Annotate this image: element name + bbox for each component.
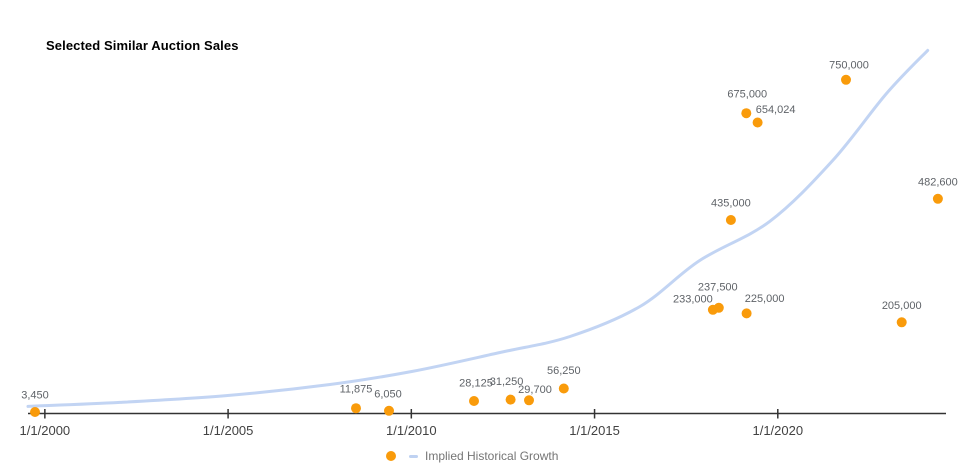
data-point[interactable] [741, 308, 752, 319]
growth-curve-line [26, 48, 930, 408]
growth-curve-legend-label: Implied Historical Growth [425, 449, 559, 463]
data-point[interactable] [524, 395, 534, 406]
data-point-label: 233,000 [673, 293, 713, 305]
data-point[interactable] [558, 383, 569, 394]
legend: Implied Historical Growth [386, 449, 558, 463]
data-point[interactable] [469, 396, 479, 406]
data-point[interactable] [741, 108, 752, 119]
data-point-label: 29,700 [518, 384, 552, 396]
data-point-label: 28,125 [459, 378, 493, 390]
data-point-label: 3,450 [21, 390, 49, 402]
data-point-label: 56,250 [547, 365, 581, 377]
x-tick-label: 1/1/2010 [386, 423, 437, 438]
data-point[interactable] [896, 317, 907, 328]
chart-title: Selected Similar Auction Sales [46, 38, 239, 53]
data-point-label: 31,250 [490, 376, 524, 388]
data-point[interactable] [351, 403, 361, 414]
data-point-label: 225,000 [745, 293, 785, 305]
data-point[interactable] [725, 215, 736, 225]
data-point[interactable] [505, 394, 516, 405]
x-tick-label: 1/1/2020 [752, 423, 803, 438]
data-point-label: 675,000 [727, 89, 767, 101]
x-tick-label: 1/1/2000 [20, 423, 71, 438]
data-point[interactable] [30, 407, 40, 417]
data-point-label: 750,000 [829, 59, 869, 71]
x-tick-label: 1/1/2005 [203, 423, 254, 438]
data-point-label: 435,000 [711, 198, 751, 210]
data-point-label: 205,000 [882, 300, 922, 312]
data-point[interactable] [932, 193, 943, 204]
growth-curve-legend-dash-icon [409, 454, 418, 458]
x-tick-label: 1/1/2015 [569, 423, 620, 438]
data-point[interactable] [841, 74, 851, 85]
data-point-label: 482,600 [918, 176, 958, 188]
data-point-label: 654,024 [756, 104, 796, 116]
data-point[interactable] [752, 117, 763, 128]
data-point-label: 237,500 [698, 281, 738, 293]
data-point-label: 11,875 [340, 384, 373, 396]
sales-series-legend-dot-icon [386, 451, 396, 461]
data-point[interactable] [384, 405, 394, 416]
data-point[interactable] [713, 302, 724, 313]
data-point-label: 6,050 [374, 388, 402, 400]
